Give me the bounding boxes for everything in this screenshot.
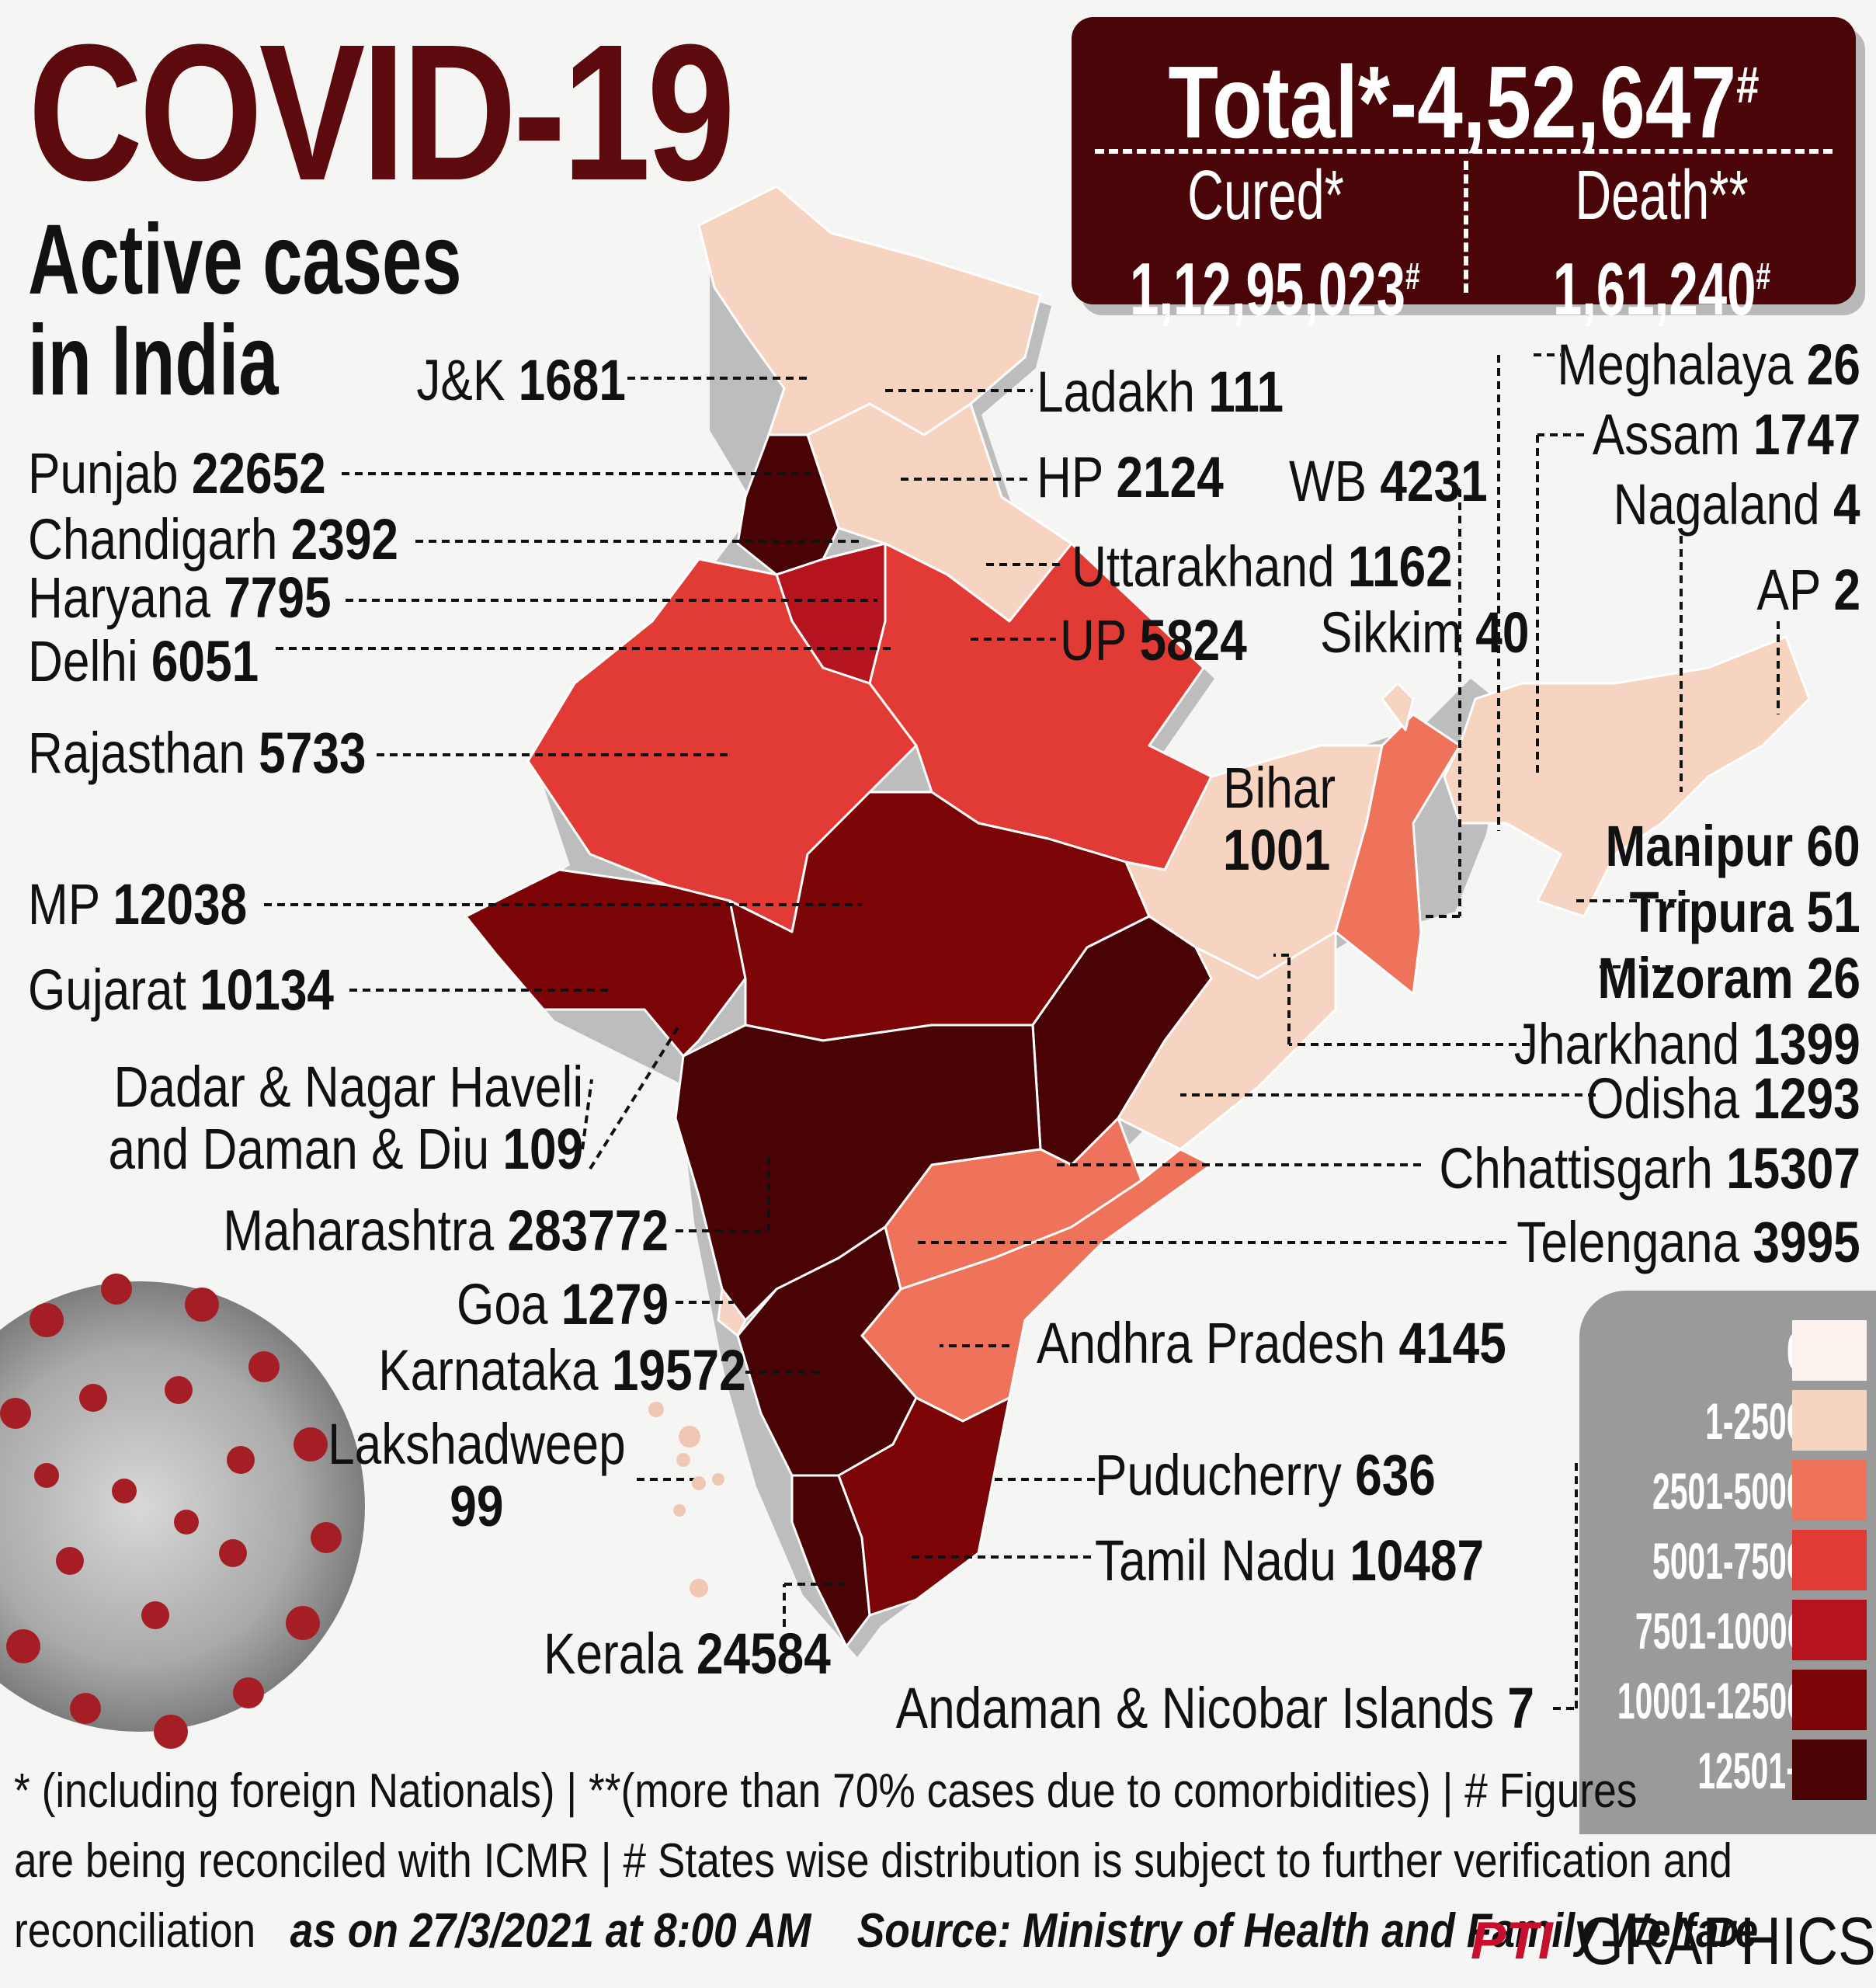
- death-stat: Death** 1,61,240#: [1468, 157, 1856, 332]
- leader-lines: [264, 353, 1780, 1710]
- label-delhi: Delhi 6051: [28, 629, 259, 693]
- footnote-line-1: * (including foreign Nationals) | **(mor…: [14, 1764, 1638, 1818]
- legend-item: 5001-7500: [1579, 1528, 1876, 1594]
- subtitle-line-2: in India: [28, 305, 279, 416]
- label-rajasthan: Rajasthan 5733: [28, 721, 367, 785]
- label-puducherry: Puducherry 636: [1095, 1443, 1436, 1507]
- label-tamil-nadu: Tamil Nadu 10487: [1095, 1528, 1485, 1593]
- date-stamp: as on 27/3/2021 at 8:00 AM: [290, 1904, 811, 1958]
- state-shapes: [464, 185, 1811, 1657]
- graphics-label: GRAPHICS: [1579, 1904, 1876, 1979]
- lakshadweep-value: 99: [450, 1474, 504, 1538]
- dnh-line-2: and Daman & Diu 109: [108, 1117, 583, 1181]
- label-jharkhand: Jharkhand 1399: [1514, 1012, 1860, 1076]
- legend-label: 7501-10000: [1635, 1602, 1805, 1660]
- label-chandigarh: Chandigarh 2392: [28, 507, 398, 572]
- footnote-text: reconciliation: [14, 1904, 256, 1958]
- cured-label: Cured*: [1187, 157, 1344, 235]
- legend-item: 10001-12500: [1579, 1668, 1876, 1733]
- cured-stat: Cured* 1,12,95,023#: [1072, 157, 1460, 332]
- death-value: 1,61,240#: [1552, 248, 1771, 331]
- totals-divider: [1095, 149, 1833, 154]
- totals-panel: Total*-4,52,647# Cured* 1,12,95,023# Dea…: [1072, 17, 1856, 331]
- pti-logo: PTI: [1471, 1911, 1553, 1970]
- label-telengana: Telengana 3995: [1516, 1210, 1860, 1274]
- label-hp: HP 2124: [1037, 445, 1224, 509]
- legend-label: 2501-5000: [1652, 1462, 1805, 1520]
- label-andhra-pradesh: Andhra Pradesh 4145: [1037, 1311, 1506, 1375]
- label-mp: MP 12038: [28, 872, 248, 937]
- dnh-name: Dadar & Nagar Haveli: [113, 1055, 584, 1119]
- footnote-line-2: are being reconciled with ICMR | # State…: [14, 1834, 1732, 1888]
- label-mizoram: Mizoram 26: [1597, 946, 1860, 1010]
- legend-item: 2501-5000: [1579, 1458, 1876, 1524]
- source-credit: Source: Ministry of Health and Family We…: [856, 1904, 1759, 1958]
- label-manipur: Manipur 60: [1605, 814, 1860, 878]
- lakshadweep-name: Lakshadweep: [328, 1412, 626, 1476]
- label-tripura: Tripura 51: [1629, 880, 1860, 944]
- label-sikkim: Sikkim 40: [1320, 600, 1530, 665]
- page-subtitle: Active cases in India: [28, 210, 531, 412]
- bihar-name: Bihar: [1223, 756, 1336, 820]
- legend-item: 12501+: [1579, 1738, 1876, 1803]
- label-bihar: Bihar 1001: [1223, 757, 1336, 881]
- legend-label: 10001-12500: [1617, 1672, 1805, 1729]
- legend-item: 7501-10000: [1579, 1598, 1876, 1663]
- label-chhattisgarh: Chhattisgarh 15307: [1439, 1136, 1860, 1201]
- label-odisha: Odisha 1293: [1586, 1066, 1860, 1131]
- label-up: UP 5824: [1060, 608, 1247, 673]
- label-assam: Assam 1747: [1592, 402, 1860, 467]
- page-title: COVID-19: [28, 4, 735, 221]
- legend-swatch: [1792, 1600, 1867, 1660]
- legend-label: 5001-7500: [1652, 1532, 1805, 1590]
- footnote-line-3: reconciliation as on 27/3/2021 at 8:00 A…: [14, 1896, 1758, 1966]
- label-jk: J&K 1681: [416, 348, 626, 412]
- legend: 0 1-2500 2501-5000 5001-7500 7501-10000 …: [1579, 1291, 1876, 1834]
- total-count: Total*-4,52,647#: [1168, 45, 1760, 159]
- label-ladakh: Ladakh 111: [1037, 360, 1284, 424]
- totals-column-divider: [1464, 161, 1468, 293]
- label-andaman-nicobar: Andaman & Nicobar Islands 7: [895, 1676, 1534, 1740]
- legend-swatch: [1792, 1390, 1867, 1451]
- footnotes: * (including foreign Nationals) | **(mor…: [14, 1757, 1758, 1966]
- legend-swatch: [1792, 1670, 1867, 1730]
- legend-item: 0: [1579, 1319, 1876, 1384]
- label-nagaland: Nagaland 4: [1614, 472, 1860, 537]
- legend-label: 1-2500: [1705, 1392, 1805, 1450]
- legend-label: 12501+: [1697, 1742, 1805, 1799]
- label-wb: WB 4231: [1289, 449, 1488, 513]
- cured-value: 1,12,95,023#: [1130, 248, 1420, 331]
- lakshadweep-islands: [648, 1402, 724, 1597]
- legend-swatch: [1792, 1460, 1867, 1521]
- legend-swatch: [1792, 1740, 1867, 1800]
- label-meghalaya: Meghalaya 26: [1557, 332, 1860, 397]
- label-lakshadweep: Lakshadweep 99: [328, 1413, 626, 1538]
- bihar-value: 1001: [1223, 818, 1331, 882]
- legend-swatch: [1792, 1530, 1867, 1590]
- label-ap-arunachal: AP 2: [1756, 558, 1860, 622]
- label-goa: Goa 1279: [456, 1272, 669, 1336]
- label-karnataka: Karnataka 19572: [378, 1338, 746, 1402]
- virus-illustration: [0, 1274, 365, 1749]
- death-label: Death**: [1575, 157, 1749, 235]
- label-kerala: Kerala 24584: [544, 1621, 831, 1686]
- label-haryana: Haryana 7795: [28, 565, 332, 630]
- label-dnh-dd: Dadar & Nagar Haveli and Daman & Diu 109: [108, 1056, 583, 1180]
- legend-swatch: [1792, 1320, 1867, 1381]
- legend-item: 1-2500: [1579, 1388, 1876, 1454]
- subtitle-line-1: Active cases: [28, 204, 462, 315]
- label-maharashtra: Maharashtra 283772: [223, 1198, 669, 1263]
- label-uttarakhand: Uttarakhand 1162: [1072, 534, 1453, 599]
- label-punjab: Punjab 22652: [28, 441, 326, 506]
- label-gujarat: Gujarat 10134: [28, 958, 334, 1022]
